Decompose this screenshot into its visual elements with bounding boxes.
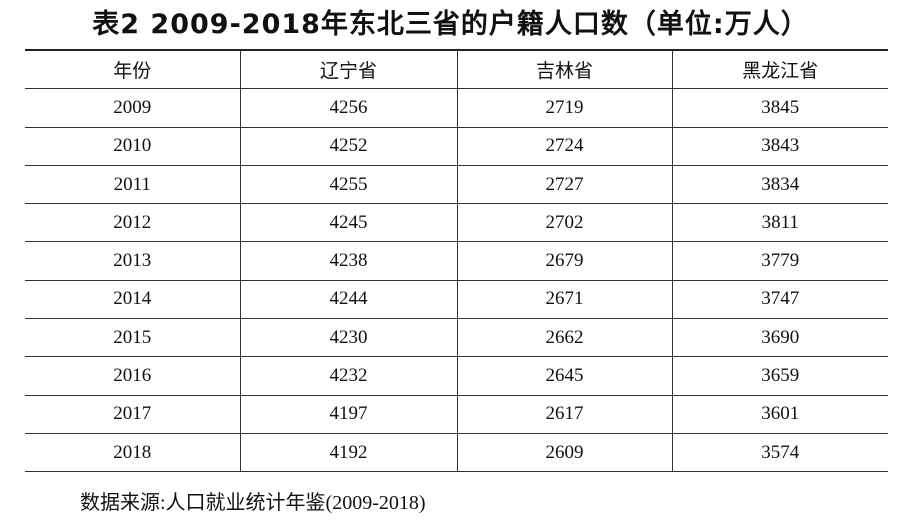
table-cell: 2724 (456, 127, 672, 166)
table-cell: 3845 (671, 88, 888, 128)
table-cell: 2702 (456, 203, 672, 243)
table-cell: 2014 (25, 280, 240, 320)
table-cell: 2719 (456, 88, 672, 128)
column-header: 辽宁省 (239, 49, 457, 90)
table-cell: 2617 (456, 395, 672, 434)
table-cell: 2016 (25, 356, 240, 396)
source-note: 数据来源:人口就业统计年鉴(2009-2018) (80, 492, 426, 514)
table-cell: 2011 (25, 165, 240, 205)
table-row: 2009 4256 2719 3845 (25, 88, 888, 128)
table-cell: 3574 (671, 433, 888, 473)
table-cell: 4232 (239, 356, 457, 396)
table-cell: 4245 (239, 203, 457, 243)
table-cell: 3659 (671, 356, 888, 396)
table-cell: 3779 (671, 241, 888, 281)
table-cell: 4244 (239, 280, 457, 320)
table-row: 2018 4192 2609 3574 (25, 433, 888, 473)
table-row: 2015 4230 2662 3690 (25, 318, 888, 358)
table-cell: 2017 (25, 395, 240, 434)
table-cell: 3601 (671, 395, 888, 434)
table-cell: 2013 (25, 241, 240, 281)
table-row: 2013 4238 2679 3779 (25, 241, 888, 281)
table-head: 年份 辽宁省 吉林省 黑龙江省 (25, 49, 888, 90)
table-cell: 4192 (239, 433, 457, 473)
table-cell: 2010 (25, 127, 240, 166)
table-cell: 2012 (25, 203, 240, 243)
table-cell: 4252 (239, 127, 457, 166)
column-header: 吉林省 (456, 49, 672, 90)
table-cell: 4230 (239, 318, 457, 358)
table-cell: 3811 (671, 203, 888, 243)
table-row: 2011 4255 2727 3834 (25, 165, 888, 205)
table-cell: 4256 (239, 88, 457, 128)
table-cell: 2609 (456, 433, 672, 473)
table-cell: 3834 (671, 165, 888, 205)
table-cell: 2015 (25, 318, 240, 358)
table-cell: 2727 (456, 165, 672, 205)
table-row: 2017 4197 2617 3601 (25, 395, 888, 434)
table-row: 2014 4244 2671 3747 (25, 280, 888, 320)
data-table: 年份 辽宁省 吉林省 黑龙江省 2009 4256 2719 3845 2010 4252 272… (25, 49, 888, 473)
table-cell: 3690 (671, 318, 888, 358)
table-cell: 3843 (671, 127, 888, 166)
table-cell: 4238 (239, 241, 457, 281)
table-cell: 4255 (239, 165, 457, 205)
table-row: 2012 4245 2702 3811 (25, 203, 888, 243)
table-cell: 3747 (671, 280, 888, 320)
table-cell: 2671 (456, 280, 672, 320)
table-cell: 2009 (25, 88, 240, 128)
title: 表2 2009-2018年东北三省的户籍人口数（单位:万人） (92, 9, 809, 40)
table-cell: 2662 (456, 318, 672, 358)
column-header: 黑龙江省 (671, 49, 888, 90)
column-header: 年份 (25, 49, 240, 90)
table-row: 2010 4252 2724 3843 (25, 127, 888, 166)
table-row: 2016 4232 2645 3659 (25, 356, 888, 396)
table-cell: 2018 (25, 433, 240, 473)
table-cell: 4197 (239, 395, 457, 434)
table-cell: 2645 (456, 356, 672, 396)
header-row: 年份 辽宁省 吉林省 黑龙江省 (25, 49, 888, 90)
table-cell: 2679 (456, 241, 672, 281)
table-body: 2009 4256 2719 3845 2010 4252 2724 3843 2011 4255… (25, 88, 888, 473)
